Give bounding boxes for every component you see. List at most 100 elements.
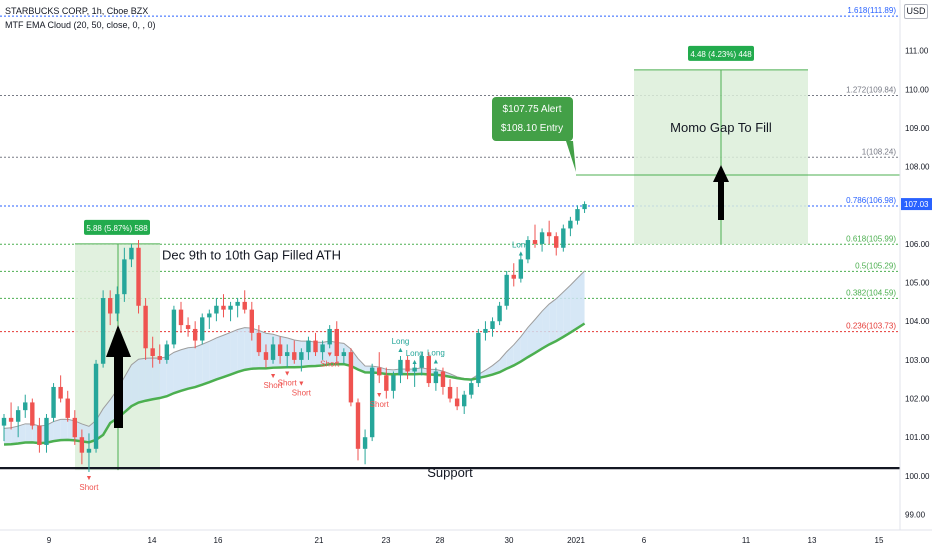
signal-long-label: Long (406, 349, 424, 358)
x-tick-label: 6 (642, 536, 647, 545)
last-price-label: 107.03 (904, 200, 929, 209)
time-axis-bg (0, 530, 932, 550)
candle-body (249, 309, 254, 333)
y-tick-label: 110.00 (905, 85, 929, 94)
candle-body (462, 394, 467, 407)
candle-body (568, 220, 573, 229)
candle-body (108, 298, 113, 314)
ema-cloud-segment (202, 341, 210, 385)
ema-cloud-segment (138, 358, 146, 403)
ema-cloud-segment (131, 359, 139, 407)
ema-cloud-segment (145, 357, 153, 401)
candle-body (235, 301, 240, 306)
signal-short-arrow: ▼ (284, 371, 291, 378)
candle-body (8, 417, 14, 422)
ema-cloud-segment (53, 419, 61, 442)
candle-body (285, 352, 290, 357)
ema-cloud-segment (188, 347, 196, 389)
y-tick-label: 102.00 (905, 395, 930, 404)
candle-body (79, 437, 85, 453)
candle-body (221, 305, 226, 310)
measure-label-left-bg (84, 219, 150, 235)
fib-label: 1.618(111.89) (847, 6, 896, 15)
candle-body (469, 383, 474, 395)
ema-cloud-segment (520, 327, 528, 362)
candle-body (511, 274, 516, 279)
fib-label: 1.272(109.84) (846, 85, 896, 94)
x-tick-label: 2021 (567, 536, 585, 545)
candle-body (454, 398, 460, 407)
candle-body (362, 437, 368, 449)
candle-body (214, 305, 219, 314)
ema-cloud-segment (563, 285, 571, 337)
y-tick-label: 103.00 (905, 356, 930, 365)
candle-body (228, 305, 233, 310)
signal-short-arrow: ▼ (270, 373, 277, 380)
candle-body (270, 344, 276, 360)
candle-body (192, 328, 198, 341)
candle-body (426, 356, 431, 384)
candle-body (157, 356, 162, 360)
signal-long-arrow: ▲ (432, 359, 439, 366)
signal-long-arrow: ▲ (517, 251, 524, 258)
x-tick-label: 30 (505, 536, 514, 545)
ema-cloud-segment (173, 349, 181, 394)
candle-body (490, 321, 495, 329)
candle-body (561, 228, 566, 248)
y-tick-label: 99.00 (905, 511, 926, 520)
candle-body (355, 402, 361, 449)
candle-body (554, 236, 559, 248)
ema-cloud-segment (570, 277, 578, 333)
ema-cloud-segment (181, 347, 189, 391)
x-tick-label: 23 (382, 536, 391, 545)
candle-body (58, 386, 63, 399)
ema-cloud-segment (499, 351, 507, 373)
ema-cloud-segment (103, 399, 111, 435)
ema-cloud-segment (485, 365, 493, 377)
candle-body (476, 332, 481, 384)
candle-body (433, 371, 439, 384)
x-tick-label: 21 (315, 536, 324, 545)
gap-filled-annotation: Dec 9th to 10th Gap Filled ATH (162, 247, 341, 262)
ema-cloud-segment (577, 270, 585, 329)
fib-label: 0.618(105.99) (846, 234, 896, 243)
signal-short-label: Short (79, 483, 99, 492)
candle-body (546, 232, 552, 237)
signal-long-label: Long (427, 349, 445, 358)
candle-body (348, 352, 354, 403)
ema-cloud-segment (549, 298, 557, 345)
y-tick-label: 111.00 (905, 47, 929, 56)
ema-cloud-segment (542, 304, 550, 349)
candle-body (122, 259, 127, 295)
chart-header: STARBUCKS CORP, 1h, Cboe BZX MTF EMA Clo… (5, 4, 156, 32)
candle-body (497, 305, 502, 322)
candle-body (539, 232, 545, 244)
last-price-badge (901, 198, 932, 211)
up-arrow-right (713, 165, 729, 220)
candle-body (384, 375, 389, 391)
signal-short-label: Short (278, 379, 298, 388)
candle-body (391, 375, 396, 391)
candle-body (86, 448, 92, 453)
signal-short-arrow: ▼ (298, 380, 305, 387)
signal-long-arrow: ▲ (397, 347, 404, 354)
ema-cloud-segment (492, 359, 500, 375)
candle-body (327, 328, 332, 345)
ema-cloud-segment (4, 427, 12, 445)
currency-button[interactable]: USD (904, 4, 928, 19)
candle-body (242, 301, 247, 310)
ema-cloud-segment (195, 344, 203, 388)
ema-fast-line (3, 270, 585, 429)
ema-cloud-segment (287, 337, 295, 368)
ema-cloud-segment (294, 339, 302, 368)
measure-label-left: 5.88 (5.87%) 588 (86, 224, 148, 233)
candle-body (419, 356, 424, 368)
candle-body (313, 340, 318, 353)
candle-body (412, 367, 417, 372)
signal-short-label: Short (292, 388, 312, 397)
candle-body (100, 298, 106, 364)
candle-body (37, 425, 42, 445)
y-tick-label: 101.00 (905, 433, 930, 442)
candle-body (51, 386, 56, 418)
